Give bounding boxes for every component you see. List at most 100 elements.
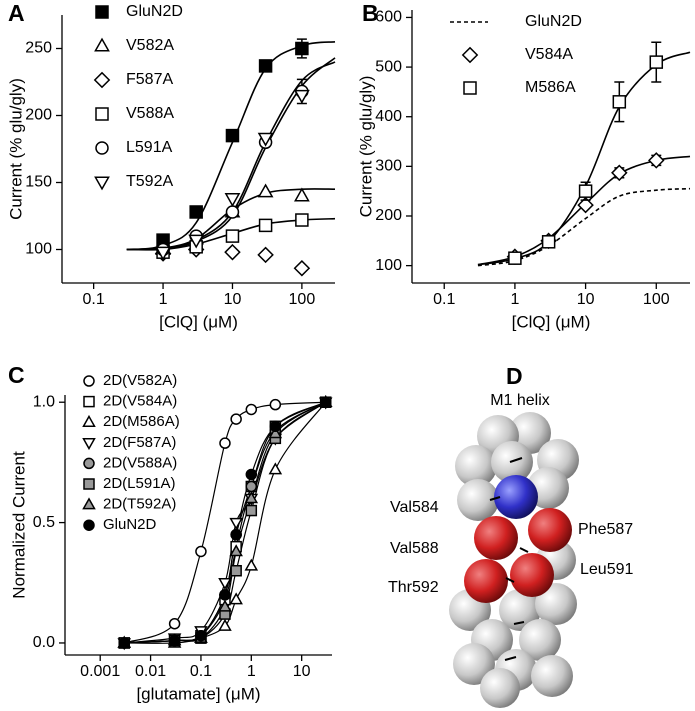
marker	[218, 618, 232, 631]
residue-label: Leu591	[580, 561, 633, 578]
legend-label: 2D(V584A)	[103, 393, 177, 410]
bonds	[489, 457, 529, 661]
marker	[245, 504, 258, 517]
marker	[293, 187, 310, 202]
marker	[245, 468, 258, 481]
legend-label: GluN2D	[525, 13, 582, 30]
marker	[245, 403, 258, 416]
marker	[230, 413, 242, 425]
marker	[319, 396, 332, 408]
legend-label: T592A	[126, 173, 173, 190]
y-tick-label: 400	[375, 108, 402, 125]
marker	[189, 205, 203, 219]
legend-label: 2D(T592A)	[103, 496, 176, 513]
marker	[229, 517, 243, 530]
chart: B 100 200 300 400 500 600 0.1 1 10 100 [ClQ] (μM) Cu…	[356, 0, 691, 331]
x-tick-label: 0.01	[135, 663, 166, 680]
legend-marker	[82, 414, 96, 427]
x-tick-label: 10	[224, 291, 242, 308]
marker	[229, 592, 243, 605]
marker	[257, 246, 274, 264]
marker	[230, 528, 242, 541]
marker	[195, 629, 207, 642]
marker	[258, 59, 273, 73]
legend-marker	[95, 107, 109, 121]
legend-label: GluN2D	[126, 3, 183, 20]
x-tick-label: 10	[293, 663, 311, 680]
marker	[268, 462, 283, 475]
marker	[245, 480, 258, 493]
legend-marker	[83, 457, 95, 470]
residue-label: Val588	[390, 540, 439, 557]
x-tick-label: 0.001	[80, 663, 120, 680]
marker	[295, 41, 309, 56]
marker	[229, 544, 243, 557]
legend-marker	[83, 478, 95, 490]
marker	[218, 578, 232, 591]
legend-marker	[83, 375, 95, 387]
marker	[577, 196, 594, 214]
marker	[168, 617, 181, 630]
marker	[295, 213, 309, 227]
y-tick-label: 300	[375, 158, 402, 175]
y-axis-title: Current (% glu/gly)	[356, 76, 375, 218]
atom-leu591	[510, 553, 554, 597]
marker	[611, 164, 628, 182]
marker	[218, 599, 232, 612]
y-tick-label: 600	[375, 9, 402, 26]
x-tick-label: 10	[577, 291, 595, 308]
y-tick-label: 100	[25, 241, 52, 258]
marker	[257, 132, 274, 147]
legend-marker	[95, 141, 109, 155]
y-tick-label: 100	[375, 257, 402, 274]
marker	[225, 205, 240, 219]
legend-marker	[93, 71, 111, 89]
x-tick-label: 0.1	[190, 663, 212, 680]
legend-marker	[94, 176, 110, 191]
x-tick-label: 100	[643, 291, 670, 308]
legend-marker	[82, 497, 96, 510]
residue-label: Phe587	[578, 521, 633, 538]
grey-atoms	[449, 412, 579, 708]
legend-marker	[95, 5, 109, 19]
x-axis-title: [ClQ] (μM)	[512, 312, 591, 331]
atom-val584	[494, 475, 538, 519]
panel-label: A	[8, 0, 25, 26]
marker	[195, 545, 207, 558]
marker	[269, 420, 282, 433]
legend-marker	[463, 81, 477, 95]
residue-label: Thr592	[388, 579, 439, 596]
x-axis-title: [glutamate] (μM)	[136, 684, 260, 703]
y-tick-label: 200	[25, 107, 52, 124]
panel-label: B	[362, 0, 379, 26]
y-tick-label: 0.0	[33, 634, 55, 651]
marker	[118, 637, 130, 649]
legend-marker	[461, 46, 479, 64]
y-axis-title: Current (% glu/gly)	[6, 78, 25, 220]
y-tick-label: 0.5	[33, 514, 55, 531]
helix-diagram: D M1 helix Val584 Phe587 Val588 Leu591 T…	[388, 363, 633, 708]
marker	[508, 251, 522, 265]
y-tick-label: 250	[25, 40, 52, 57]
marker	[168, 634, 181, 647]
chart: A 100 150 200 250 0.1 1 10 100 [ClQ] (μM) Current …	[6, 0, 336, 331]
legend-label: L591A	[126, 139, 173, 156]
diagram-title: M1 helix	[490, 392, 550, 409]
legend-label: 2D(V582A)	[103, 372, 177, 389]
marker	[224, 243, 241, 261]
marker	[269, 398, 282, 411]
y-tick-label: 500	[375, 58, 402, 75]
panel-label: C	[8, 362, 25, 388]
legend-label: F587A	[126, 71, 173, 88]
legend-marker	[83, 395, 95, 408]
marker	[225, 128, 240, 143]
legend-label: V582A	[126, 37, 174, 54]
legend-label: GluN2D	[103, 516, 157, 533]
marker	[244, 558, 259, 571]
x-axis-title: [ClQ] (μM)	[159, 312, 238, 331]
x-tick-label: 0.1	[433, 291, 455, 308]
marker	[224, 193, 241, 208]
atom-thr592	[464, 559, 508, 603]
legend-marker	[94, 37, 110, 52]
